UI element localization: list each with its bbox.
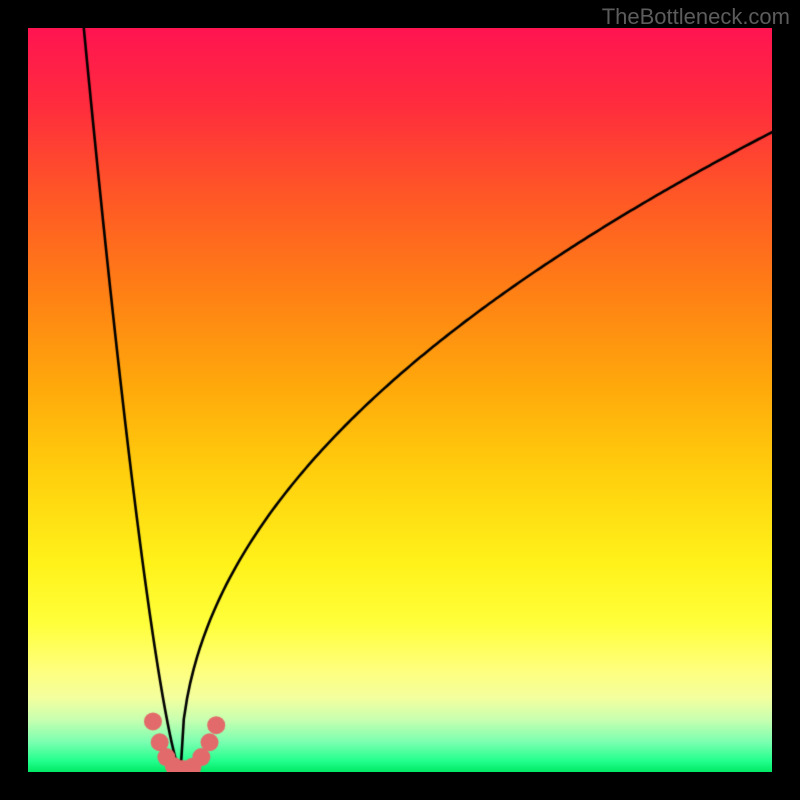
- plot-frame: [28, 28, 772, 772]
- chart-container: TheBottleneck.com: [0, 0, 800, 800]
- bottleneck-curve: [28, 28, 772, 772]
- watermark-text: TheBottleneck.com: [602, 4, 790, 30]
